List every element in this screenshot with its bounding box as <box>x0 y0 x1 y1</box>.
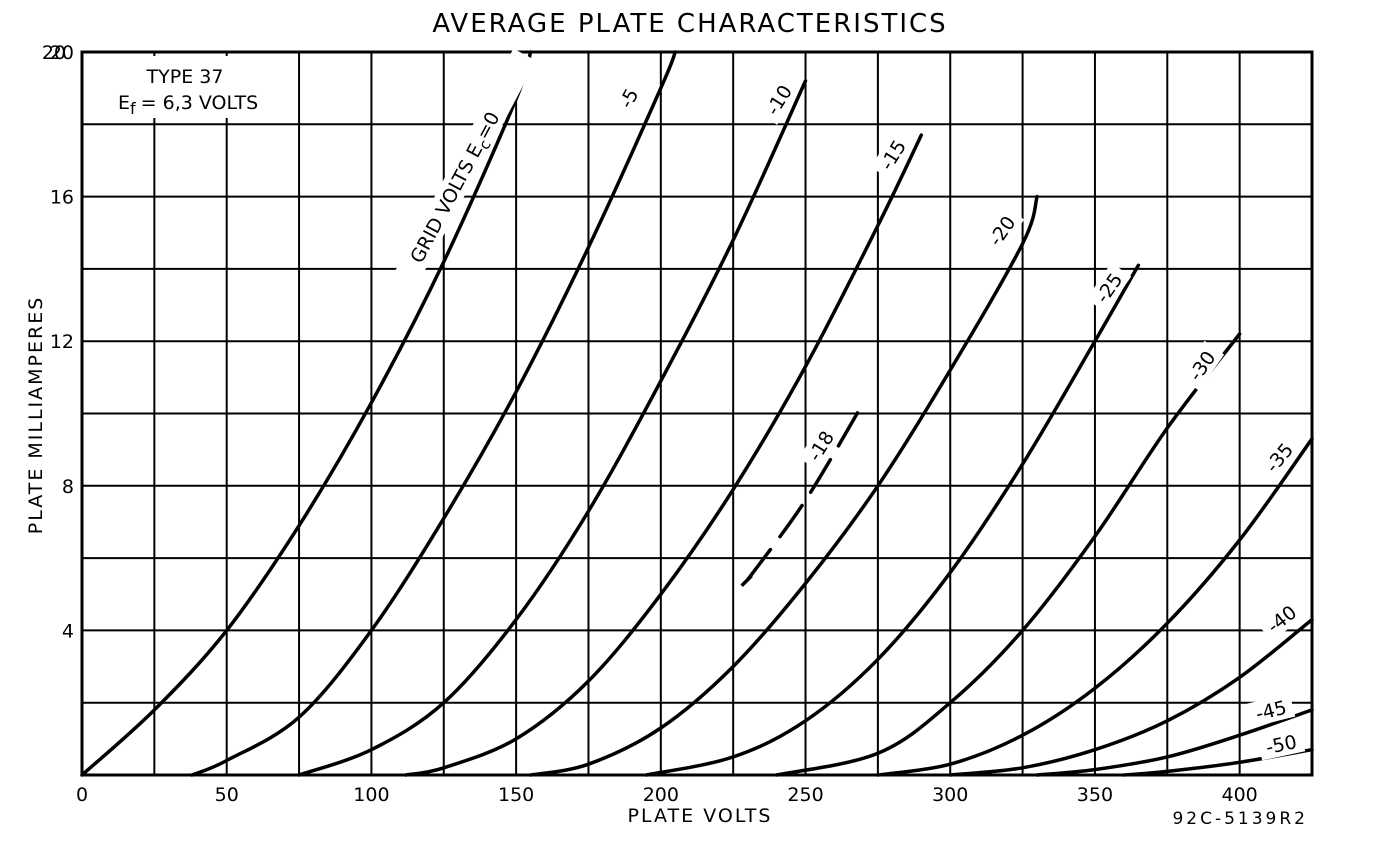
chart-title: AVERAGE PLATE CHARACTERISTICS <box>432 9 947 39</box>
series-line-ec-minus-18-cap <box>740 574 753 588</box>
x-axis-label: PLATE VOLTS <box>628 805 773 827</box>
series-line-ec-minus-20 <box>528 194 1039 777</box>
curve-label-bg <box>798 420 843 471</box>
curve-label-bg <box>979 205 1025 256</box>
series-line-ec-minus-40 <box>948 617 1314 777</box>
ef-value: = 6,3 VOLTS <box>141 92 258 114</box>
curve-label-bg <box>607 73 650 124</box>
y-tick-label: 4 <box>62 620 74 642</box>
x-tick-label: 0 <box>76 784 88 806</box>
x-tick-label: 300 <box>932 784 968 806</box>
curve-label-bg <box>1256 595 1307 642</box>
curve-label-bg <box>386 48 537 300</box>
figure-code: 92C-5139R2 <box>1172 809 1308 829</box>
series-line-ec-minus-5 <box>190 50 678 777</box>
curve-label-group: -35 <box>1255 432 1303 482</box>
curve-label-group: -5 <box>607 73 650 124</box>
curve-label-ec-0: GRID VOLTS Ec=0 <box>406 108 508 268</box>
series-line-ec-minus-10 <box>297 79 808 777</box>
ef-symbol: E <box>118 92 130 114</box>
series-line-ec-minus-45 <box>1035 708 1314 777</box>
ef-subscript: f <box>130 99 136 118</box>
curve-label-bg <box>1179 340 1225 391</box>
curve-label-group: -10 <box>756 74 801 125</box>
curves <box>80 50 1314 777</box>
x-tick-label: 250 <box>787 784 823 806</box>
curve-label-bg <box>1257 727 1306 761</box>
series-line-ec-minus-35 <box>876 437 1314 777</box>
series-line-ec-minus-18 <box>745 400 866 582</box>
x-tick-label: 350 <box>1077 784 1113 806</box>
curve-label-group: -45 <box>1246 693 1296 728</box>
series-line-ec-minus-15 <box>404 133 924 777</box>
y-tick-label: 16 <box>50 187 74 209</box>
y-tick-label: 20 <box>50 42 74 64</box>
filament-voltage-label: Ef = 6,3 VOLTS <box>118 92 258 118</box>
x-tick-label: 150 <box>498 784 534 806</box>
curve-prefix: GRID VOLTS E <box>406 140 487 266</box>
x-tick-label: 200 <box>643 784 679 806</box>
curve-label-group: -50 <box>1257 727 1306 761</box>
x-tick-label: 400 <box>1222 784 1258 806</box>
curve-label-group: -20 <box>979 205 1025 256</box>
y-tick-label: 20 <box>42 42 66 64</box>
curve-label-group: -40 <box>1256 595 1307 642</box>
x-tick-label: 50 <box>215 784 239 806</box>
tube-type-label: TYPE 37 <box>146 66 224 88</box>
curve-label-group: -30 <box>1179 340 1225 391</box>
grid <box>80 50 1314 777</box>
y-tick-label: 12 <box>50 331 74 353</box>
y-axis-label: PLATE MILLIAMPERES <box>25 296 47 535</box>
curve-label-bg <box>756 74 801 125</box>
annotation-box <box>111 56 289 118</box>
series-line-ec-0 <box>80 50 533 777</box>
y-tick-label: 8 <box>62 476 74 498</box>
curve-label-bg <box>1246 693 1296 728</box>
curve-label-bg <box>870 129 915 180</box>
x-tick-label: 100 <box>353 784 389 806</box>
curve-label-bg <box>1086 262 1132 313</box>
curve-label-bg <box>1255 432 1303 482</box>
plot-frame <box>80 50 1314 777</box>
series-line-ec-minus-25 <box>644 263 1141 777</box>
series-line-ec-minus-30 <box>774 332 1242 777</box>
